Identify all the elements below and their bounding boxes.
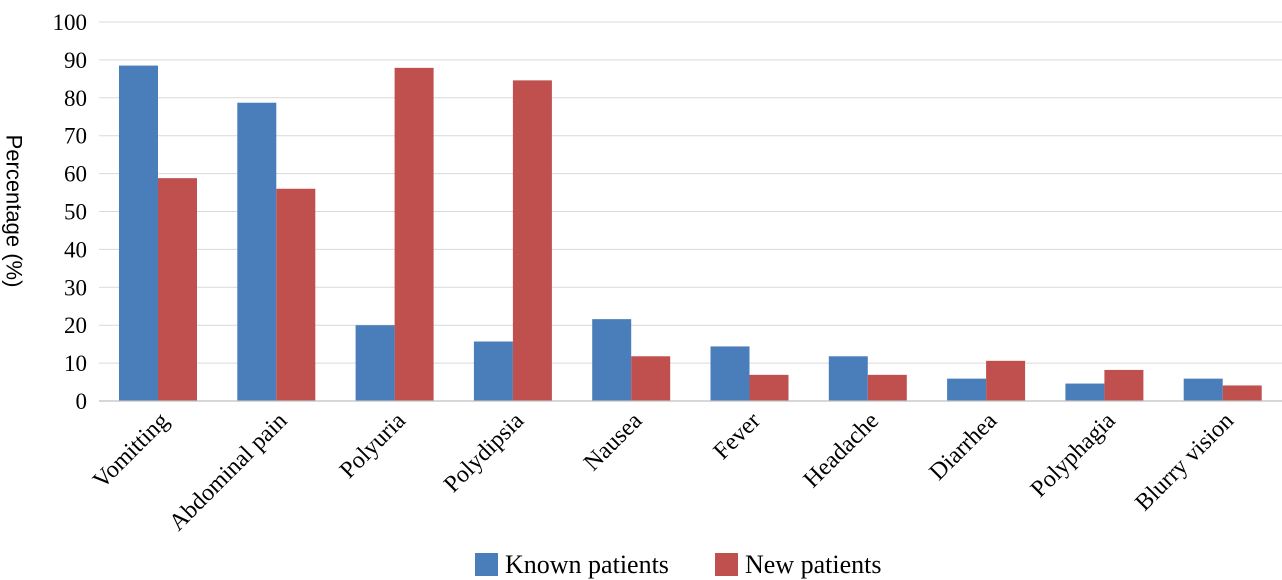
x-category-label: Vomitting [88, 408, 174, 494]
legend-swatch-new [715, 553, 738, 576]
y-tick-label: 70 [64, 124, 87, 149]
bar-new-polydipsia [512, 80, 552, 401]
y-axis-tick-labels: 0 10 20 30 40 50 60 70 80 90 100 [53, 10, 88, 414]
y-tick-label: 10 [64, 351, 87, 376]
x-category-label: Nausea [579, 408, 648, 477]
x-category-label: Polyuria [335, 408, 411, 484]
bars [119, 65, 1262, 402]
bar-known-polydipsia [473, 341, 513, 401]
bar-new-abdominal-pain [276, 188, 316, 401]
x-category-label: Diarrhea [925, 408, 1003, 486]
bar-new-vomitting [158, 178, 197, 401]
x-category-label: Abdominal pain [164, 408, 292, 536]
bar-known-diarrhea [947, 378, 987, 401]
bar-known-blurry-vision [1183, 378, 1223, 401]
bar-known-nausea [592, 319, 632, 401]
y-tick-label: 100 [53, 10, 88, 35]
bar-new-polyphagia [1104, 369, 1144, 401]
bar-known-vomitting [119, 65, 158, 402]
y-tick-label: 80 [64, 86, 87, 111]
bar-known-abdominal-pain [237, 102, 277, 402]
y-tick-label: 40 [64, 237, 87, 262]
y-tick-label: 90 [64, 48, 87, 73]
y-tick-label: 0 [76, 389, 88, 414]
x-category-label: Blurry vision [1131, 408, 1239, 516]
x-category-label: Polyphagia [1026, 408, 1121, 503]
bar-known-headache [828, 356, 868, 401]
bar-new-diarrhea [986, 360, 1026, 401]
y-tick-label: 30 [64, 275, 87, 300]
y-tick-label: 50 [64, 200, 87, 225]
bar-new-nausea [631, 356, 671, 401]
legend-label-known: Known patients [505, 550, 669, 579]
bar-new-fever [749, 374, 789, 401]
y-tick-label: 60 [64, 162, 87, 187]
x-category-label: Polydipsia [439, 408, 529, 498]
bar-known-polyphagia [1065, 383, 1105, 401]
y-axis-title: Percentage (%) [2, 135, 27, 288]
bar-known-polyuria [355, 325, 395, 401]
legend: Known patients New patients [475, 550, 881, 579]
legend-swatch-known [475, 553, 498, 576]
legend-label-new: New patients [745, 550, 881, 579]
bar-new-headache [867, 374, 907, 401]
bar-new-polyuria [394, 67, 434, 401]
bar-known-fever [710, 346, 750, 401]
x-category-label: Fever [709, 408, 766, 465]
y-tick-label: 20 [64, 313, 87, 338]
bar-new-blurry-vision [1222, 385, 1262, 401]
x-category-label: Headache [799, 408, 884, 493]
